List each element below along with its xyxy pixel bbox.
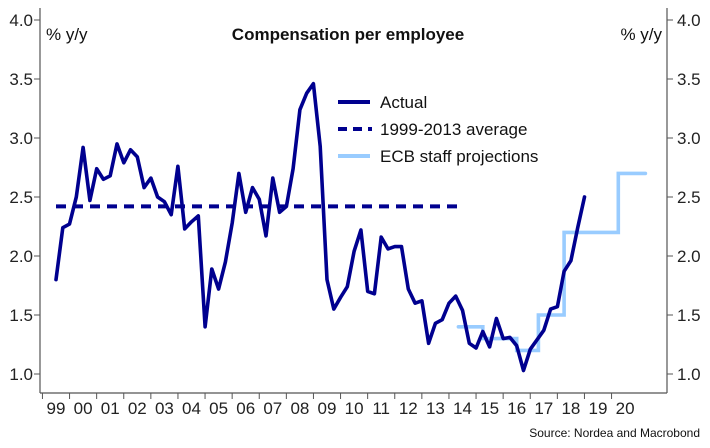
y-tick-label-right: 2.0 (677, 247, 701, 266)
series-line-actual (54, 81, 587, 373)
x-tick-label: 06 (236, 399, 255, 418)
x-tick-label: 15 (480, 399, 499, 418)
y-tick-label-left: 1.5 (9, 306, 33, 325)
x-tick-label: 08 (290, 399, 309, 418)
y-tick-label-left: 3.5 (9, 70, 33, 89)
y-tick-label-right: 1.0 (677, 365, 701, 384)
x-tick-label: 99 (47, 399, 66, 418)
y-tick-label-right: 3.0 (677, 129, 701, 148)
x-tick-label: 01 (101, 399, 120, 418)
x-tick-label: 04 (182, 399, 201, 418)
x-tick-label: 19 (589, 399, 608, 418)
x-tick-label: 02 (128, 399, 147, 418)
left-y-tick-labels: 1.0 1.5 2.0 2.5 3.0 3.5 4.0 (9, 11, 40, 384)
y-tick-label-left: 4.0 (9, 11, 33, 30)
x-tick-label: 03 (155, 399, 174, 418)
x-tick-label: 13 (426, 399, 445, 418)
x-tick-labels: 99 00 01 02 03 04 05 06 07 08 09 10 11 12 13 14 15 16 17 18… (41, 393, 635, 418)
legend-label-average: 1999-2013 average (380, 120, 527, 139)
x-tick-label: 11 (372, 399, 390, 418)
x-tick-label: 07 (263, 399, 282, 418)
y-tick-label-left: 1.0 (9, 365, 33, 384)
y-tick-label-left: 2.0 (9, 247, 33, 266)
x-tick-label: 14 (453, 399, 472, 418)
legend: Actual 1999-2013 average ECB staff proje… (338, 93, 538, 166)
legend-label-actual: Actual (380, 93, 427, 112)
x-tick-label: 09 (318, 399, 337, 418)
x-tick-label: 20 (616, 399, 635, 418)
series-layer (54, 81, 648, 373)
chart-title: Compensation per employee (232, 25, 464, 44)
y-tick-label-right: 2.5 (677, 188, 701, 207)
x-tick-label: 05 (209, 399, 228, 418)
x-tick-label: 00 (74, 399, 93, 418)
right-y-tick-labels: 1.0 1.5 2.0 2.5 3.0 3.5 4.0 (667, 11, 701, 384)
x-tick-label: 16 (507, 399, 526, 418)
series-line-ecb-staff-projections (456, 171, 648, 353)
y-tick-label-right: 1.5 (677, 306, 701, 325)
x-tick-label: 18 (561, 399, 580, 418)
y-tick-label-right: 3.5 (677, 70, 701, 89)
source-note: Source: Nordea and Macrobond (529, 426, 700, 440)
y-tick-label-left: 2.5 (9, 188, 33, 207)
right-axis-unit: % y/y (620, 25, 662, 44)
y-tick-label-right: 4.0 (677, 11, 701, 30)
x-tick-label: 12 (399, 399, 418, 418)
x-tick-label: 10 (345, 399, 364, 418)
y-tick-label-left: 3.0 (9, 129, 33, 148)
legend-label-ecb: ECB staff projections (380, 147, 538, 166)
left-axis-unit: % y/y (46, 25, 88, 44)
x-tick-label: 17 (534, 399, 553, 418)
